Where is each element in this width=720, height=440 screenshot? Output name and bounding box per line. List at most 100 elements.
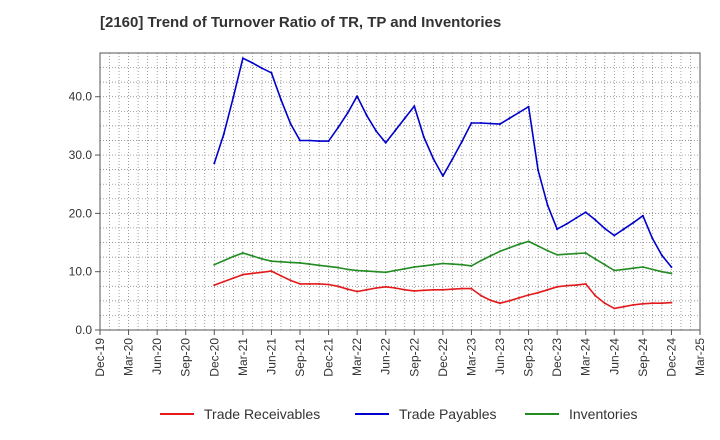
data-point-series-1 — [660, 302, 663, 305]
data-point-series-3 — [670, 272, 673, 275]
y-tick-label: 20.0 — [69, 206, 93, 220]
data-point-series-2 — [565, 222, 568, 225]
data-point-series-2 — [651, 237, 654, 240]
data-point-series-2 — [384, 141, 387, 144]
data-point-series-3 — [508, 246, 511, 249]
data-point-series-1 — [289, 279, 292, 282]
data-point-series-2 — [470, 122, 473, 124]
data-point-series-3 — [641, 266, 644, 268]
data-point-series-2 — [451, 158, 454, 161]
data-point-series-3 — [318, 264, 320, 267]
data-point-series-2 — [327, 140, 330, 143]
data-point-series-3 — [232, 255, 235, 258]
data-point-series-1 — [508, 299, 511, 302]
data-point-series-2 — [346, 112, 349, 115]
data-point-series-1 — [565, 284, 568, 287]
data-point-series-3 — [413, 266, 416, 268]
x-tick-label: Jun-20 — [150, 338, 164, 375]
data-point-series-1 — [299, 282, 301, 285]
data-point-series-2 — [489, 122, 492, 125]
data-point-series-3 — [308, 263, 311, 266]
data-point-series-1 — [413, 289, 416, 292]
data-point-series-1 — [375, 287, 378, 289]
data-point-series-1 — [527, 294, 530, 296]
x-tick-label: Mar-25 — [693, 338, 707, 376]
data-point-series-2 — [460, 140, 463, 143]
x-tick-label: Sep-21 — [293, 338, 307, 377]
x-tick-label: Mar-24 — [579, 338, 593, 376]
data-point-series-3 — [613, 269, 616, 272]
x-tick-label: Dec-23 — [550, 338, 564, 377]
y-tick-label: 40.0 — [69, 90, 93, 104]
data-point-series-3 — [489, 254, 492, 257]
data-point-series-1 — [480, 294, 482, 297]
data-point-series-2 — [537, 169, 540, 172]
data-point-series-3 — [622, 268, 625, 271]
data-point-series-1 — [575, 284, 578, 287]
data-point-series-3 — [432, 263, 435, 266]
data-point-series-2 — [660, 254, 663, 257]
data-point-series-3 — [337, 266, 340, 269]
data-point-series-3 — [632, 267, 635, 270]
x-tick-label: Jun-22 — [379, 338, 393, 375]
data-point-series-2 — [260, 67, 263, 70]
data-point-series-2 — [394, 129, 397, 132]
x-tick-label: Dec-24 — [664, 338, 678, 377]
data-point-series-3 — [375, 270, 378, 273]
data-point-series-1 — [403, 288, 406, 291]
legend-label-3: Inventories — [569, 406, 637, 422]
data-point-series-3 — [451, 263, 454, 266]
data-point-series-2 — [289, 122, 292, 125]
data-point-series-1 — [613, 307, 616, 310]
x-tick-label: Sep-22 — [407, 338, 421, 377]
data-point-series-2 — [613, 234, 616, 237]
data-point-series-1 — [537, 291, 540, 294]
data-point-series-2 — [670, 266, 673, 268]
data-point-series-1 — [499, 302, 501, 305]
data-point-series-3 — [251, 254, 254, 257]
data-point-series-3 — [460, 263, 463, 266]
x-tick-label: Jun-24 — [607, 338, 621, 375]
data-point-series-1 — [270, 270, 273, 273]
data-point-series-3 — [346, 268, 349, 271]
data-point-series-3 — [299, 261, 301, 264]
data-point-series-2 — [480, 122, 482, 124]
data-point-series-2 — [422, 136, 425, 138]
legend-label-1: Trade Receivables — [204, 406, 320, 422]
data-point-series-3 — [660, 270, 663, 273]
x-tick-label: Sep-23 — [522, 338, 536, 377]
data-point-series-1 — [422, 289, 425, 292]
data-point-series-3 — [394, 269, 397, 272]
data-point-series-1 — [356, 290, 359, 293]
data-point-series-3 — [356, 269, 359, 272]
data-point-series-2 — [527, 105, 530, 108]
data-point-series-1 — [546, 288, 549, 291]
data-point-series-2 — [270, 71, 273, 74]
data-point-series-3 — [213, 263, 216, 266]
data-point-series-3 — [241, 252, 244, 254]
y-tick-label: 30.0 — [69, 148, 93, 162]
data-point-series-1 — [232, 277, 235, 280]
legend-label-2: Trade Payables — [399, 406, 497, 422]
data-point-series-2 — [632, 221, 635, 224]
data-point-series-1 — [470, 287, 473, 290]
data-point-series-1 — [632, 303, 635, 306]
data-point-series-2 — [594, 218, 597, 221]
x-tick-label: Jun-23 — [493, 338, 507, 375]
data-point-series-1 — [594, 294, 597, 297]
data-point-series-3 — [384, 271, 387, 274]
data-point-series-2 — [546, 204, 549, 207]
data-point-series-3 — [441, 262, 444, 265]
data-point-series-1 — [365, 288, 368, 291]
data-point-series-3 — [470, 264, 473, 267]
data-point-series-2 — [432, 157, 435, 160]
data-point-series-1 — [222, 280, 225, 283]
data-point-series-1 — [346, 288, 349, 291]
y-tick-label: 0.0 — [75, 323, 92, 337]
data-point-series-3 — [527, 240, 530, 243]
data-point-series-2 — [241, 57, 244, 60]
data-point-series-3 — [480, 259, 482, 262]
data-point-series-3 — [575, 252, 578, 255]
data-point-series-1 — [251, 272, 254, 275]
